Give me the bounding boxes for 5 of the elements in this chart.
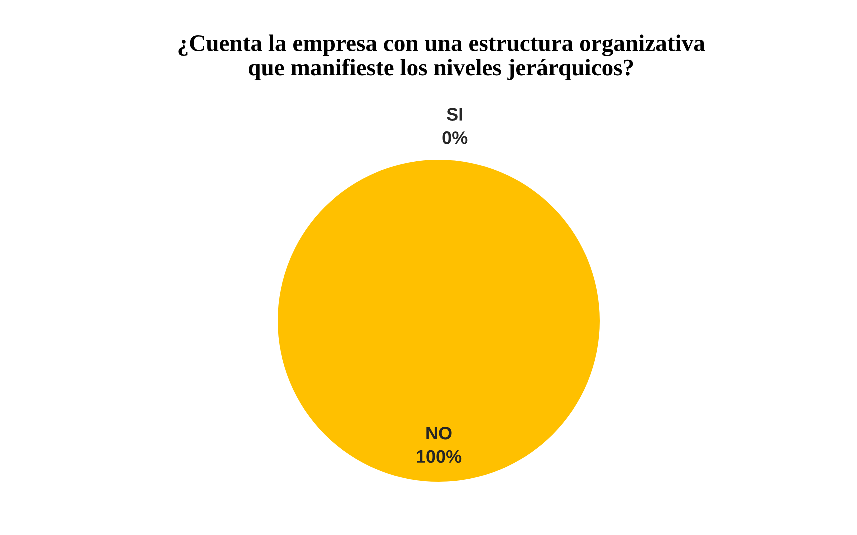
- data-label: 100%: [417, 450, 462, 464]
- slice-label: NO: [426, 426, 452, 440]
- category-label: SI: [447, 108, 462, 121]
- chart-title: ¿Cuenta la empresa con una estructura organizativa que manifieste los niveles jerárquicos?: [178, 34, 706, 81]
- text: 0%: [442, 132, 468, 144]
